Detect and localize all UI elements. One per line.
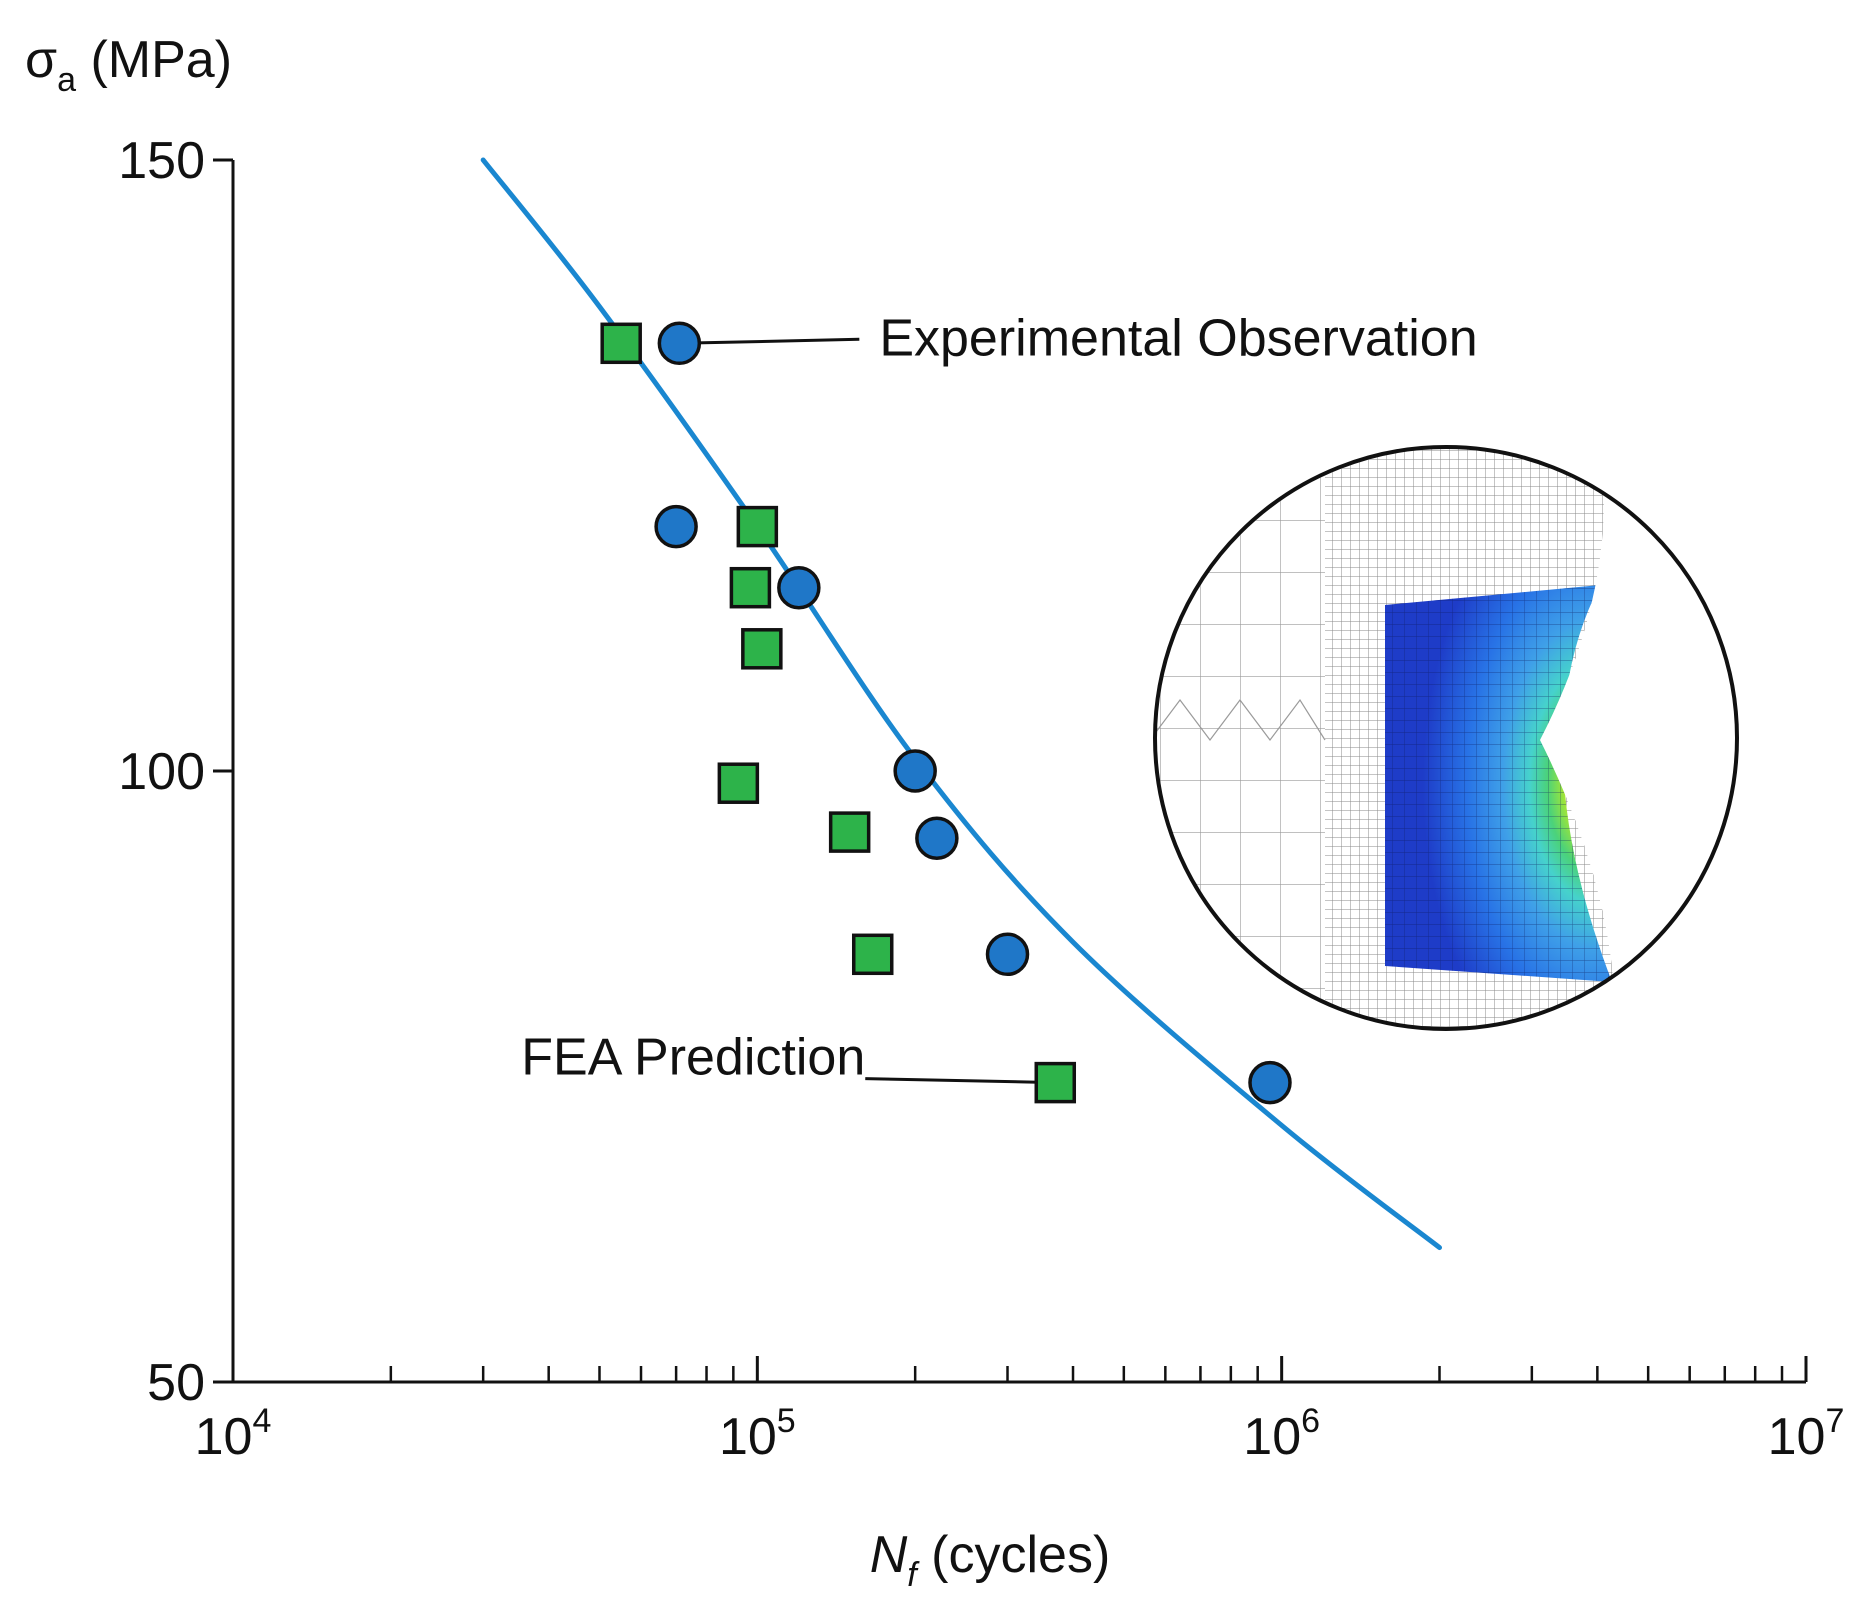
axes: 50 100 150 104 105 106 107	[118, 132, 1844, 1466]
x-tick-label: 107	[1768, 1402, 1845, 1466]
fea-prediction-point	[741, 628, 783, 670]
x-tick-label: 106	[1243, 1402, 1320, 1466]
experimental-point	[985, 932, 1030, 977]
experimental-point	[915, 816, 959, 860]
y-tick-label: 50	[147, 1354, 205, 1412]
marker-layer	[600, 321, 1292, 1105]
annotation-layer: Experimental Observation FEA Prediction	[521, 309, 1477, 1086]
x-tick-label: 105	[719, 1402, 796, 1466]
fea-prediction-point	[851, 933, 894, 976]
fea-prediction-point	[1034, 1061, 1077, 1104]
experimental-point	[893, 749, 937, 793]
y-axis-title: σa (MPa)	[25, 31, 232, 99]
fea-prediction-point	[828, 811, 871, 853]
experimental-point	[1248, 1060, 1292, 1105]
x-axis-title: Nf (cycles)	[870, 1526, 1111, 1594]
experimental-point	[777, 565, 821, 610]
y-tick-label: 100	[118, 743, 205, 801]
annotation-experimental-observation: Experimental Observation	[879, 309, 1477, 367]
fea-prediction-point	[736, 505, 779, 548]
x-ticks: 104 105 106 107	[195, 1356, 1845, 1466]
x-tick-label: 104	[195, 1402, 272, 1466]
annotation-leader-fea	[865, 1077, 1056, 1085]
y-ticks: 50 100 150	[118, 132, 233, 1412]
experimental-point	[654, 504, 698, 549]
annotation-leader-experimental	[679, 337, 860, 345]
fea-prediction-point	[729, 566, 772, 609]
experimental-point	[657, 321, 702, 366]
fea-prediction-point	[600, 322, 642, 365]
fea-mesh-inset	[1153, 445, 1739, 1031]
annotation-fea-prediction: FEA Prediction	[521, 1029, 865, 1087]
y-tick-label: 150	[118, 132, 205, 190]
fea-prediction-point	[717, 762, 760, 804]
